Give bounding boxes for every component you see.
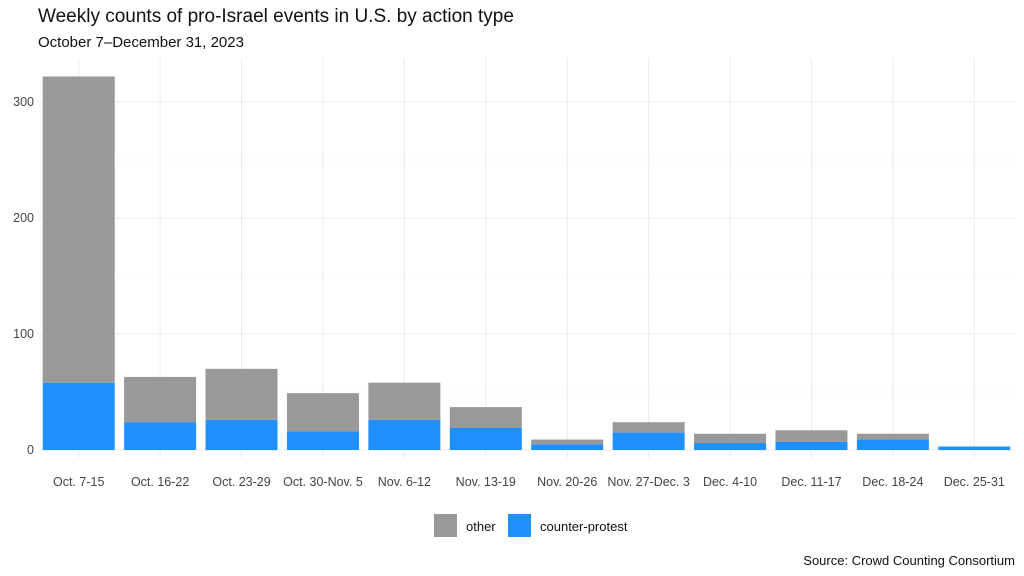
- bar-other: [205, 368, 278, 420]
- legend-label-other: other: [466, 519, 496, 534]
- x-tick-label: Oct. 16-22: [131, 475, 189, 489]
- y-tick-label: 300: [13, 95, 34, 109]
- legend-key-counter-protest: [508, 514, 531, 537]
- x-tick-label: Dec. 11-17: [781, 475, 841, 489]
- chart-title: Weekly counts of pro-Israel events in U.…: [38, 6, 514, 27]
- legend-label-counter-protest: counter-protest: [540, 519, 628, 534]
- bar-other: [612, 422, 685, 433]
- bar-other: [449, 407, 522, 428]
- bar-other: [856, 433, 929, 440]
- bar-other: [124, 376, 197, 423]
- bar-counter-protest: [286, 431, 359, 450]
- chart-subtitle: October 7–December 31, 2023: [38, 34, 244, 51]
- bar-counter-protest: [124, 422, 197, 450]
- legend-key-other: [434, 514, 457, 537]
- x-tick-label: Nov. 13-19: [456, 475, 516, 489]
- x-tick-label: Dec. 4-10: [703, 475, 757, 489]
- bar-other: [775, 430, 848, 442]
- x-tick-label: Nov. 27-Dec. 3: [607, 475, 689, 489]
- bar-other: [42, 76, 115, 383]
- bar-counter-protest: [449, 427, 522, 450]
- bar-counter-protest: [938, 446, 1011, 450]
- x-tick-label: Dec. 25-31: [944, 475, 1005, 489]
- bar-counter-protest: [205, 419, 278, 450]
- x-tick-label: Nov. 20-26: [537, 475, 597, 489]
- bar-other: [531, 439, 604, 445]
- x-tick-label: Dec. 18-24: [862, 475, 923, 489]
- x-tick-label: Nov. 6-12: [378, 475, 431, 489]
- x-tick-label: Oct. 23-29: [212, 475, 270, 489]
- bar-counter-protest: [775, 441, 848, 450]
- y-tick-label: 200: [13, 211, 34, 225]
- bar-counter-protest: [694, 443, 767, 450]
- bar-other: [368, 382, 441, 420]
- bar-other: [286, 393, 359, 432]
- bar-counter-protest: [531, 444, 604, 450]
- x-tick-label: Oct. 30-Nov. 5: [283, 475, 363, 489]
- x-tick-label: Oct. 7-15: [53, 475, 104, 489]
- bar-counter-protest: [368, 419, 441, 450]
- bar-other: [694, 433, 767, 444]
- bar-counter-protest: [42, 382, 115, 450]
- y-tick-label: 0: [27, 443, 34, 457]
- source-caption: Source: Crowd Counting Consortium: [803, 553, 1015, 568]
- y-tick-label: 100: [13, 327, 34, 341]
- bar-counter-protest: [612, 432, 685, 450]
- bar-counter-protest: [856, 439, 929, 450]
